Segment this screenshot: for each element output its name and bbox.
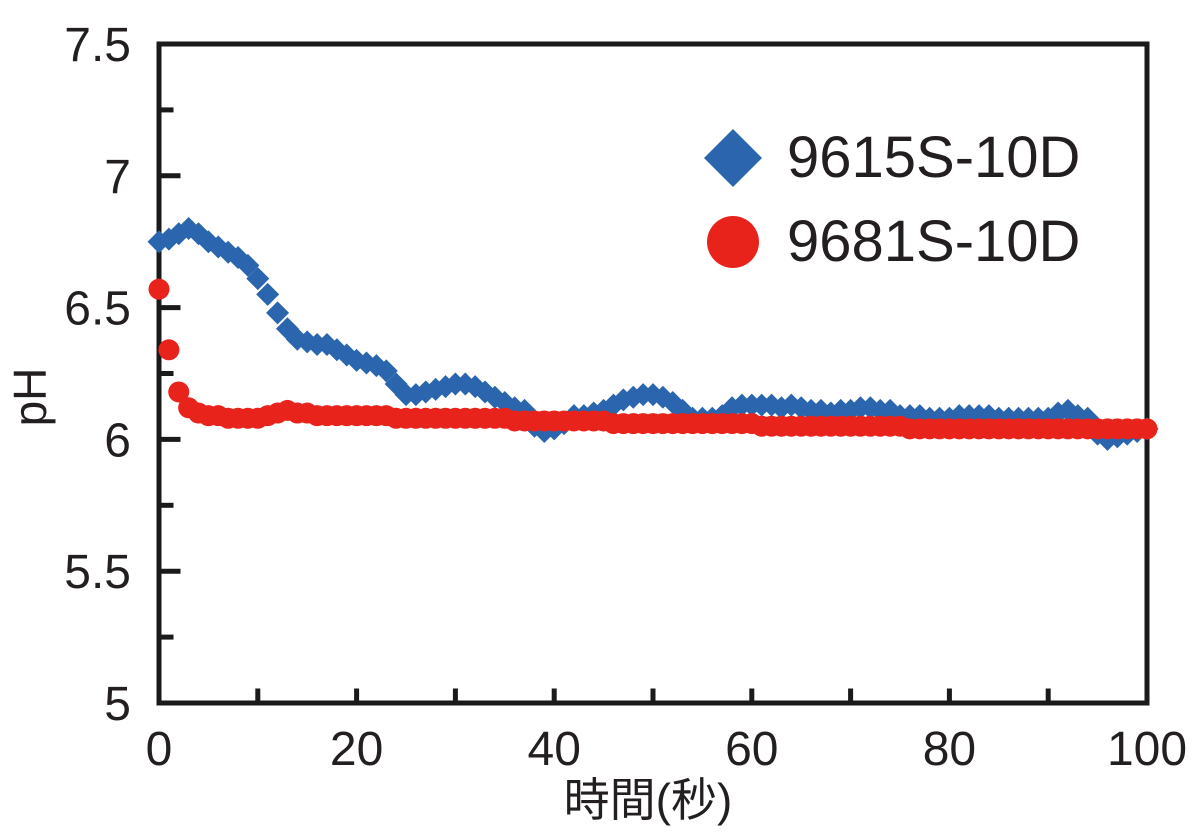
x-tick-label: 80 <box>923 723 976 776</box>
plot-frame: 5 5.5 6 6.5 7 7.5 0 20 40 60 80 100 <box>64 19 1187 776</box>
legend-circle-icon <box>707 216 759 268</box>
data-point-circle <box>148 278 170 300</box>
y-tick-label: 5 <box>104 678 131 731</box>
data-point-diamond <box>236 253 260 277</box>
axis-frame <box>156 41 1150 706</box>
x-tick-label: 100 <box>1107 723 1187 776</box>
x-tick-label: 20 <box>330 723 383 776</box>
y-tick-label: 7 <box>104 151 131 204</box>
data-point-circle <box>168 381 190 403</box>
legend-label-9681S-10D: 9681S-10D <box>787 209 1080 274</box>
legend-item-9681S-10D: 9681S-10D <box>707 209 1080 274</box>
data-point-diamond <box>256 282 280 306</box>
x-tick-label: 40 <box>528 723 581 776</box>
data-point-diamond <box>246 267 270 291</box>
x-tick-label: 0 <box>146 723 173 776</box>
data-point-diamond <box>266 301 290 325</box>
x-tick-label: 60 <box>725 723 778 776</box>
y-tick-label: 6.5 <box>64 283 131 336</box>
series-9681S-10D <box>148 278 1158 440</box>
y-tick-label: 5.5 <box>64 546 131 599</box>
x-axis-label: 時間(秒) <box>564 774 733 826</box>
legend-label-9615S-10D: 9615S-10D <box>787 125 1080 190</box>
legend-diamond-icon <box>704 129 762 187</box>
data-point-circle <box>158 339 180 361</box>
y-axis-label: pH <box>4 368 56 427</box>
legend-item-9615S-10D: 9615S-10D <box>704 125 1080 190</box>
data-point-circle <box>1136 418 1158 440</box>
data-point-diamond <box>374 359 398 383</box>
y-tick-label: 7.5 <box>64 19 131 72</box>
y-tick-label: 6 <box>104 414 131 467</box>
legend: 9615S-10D 9681S-10D <box>704 125 1080 274</box>
